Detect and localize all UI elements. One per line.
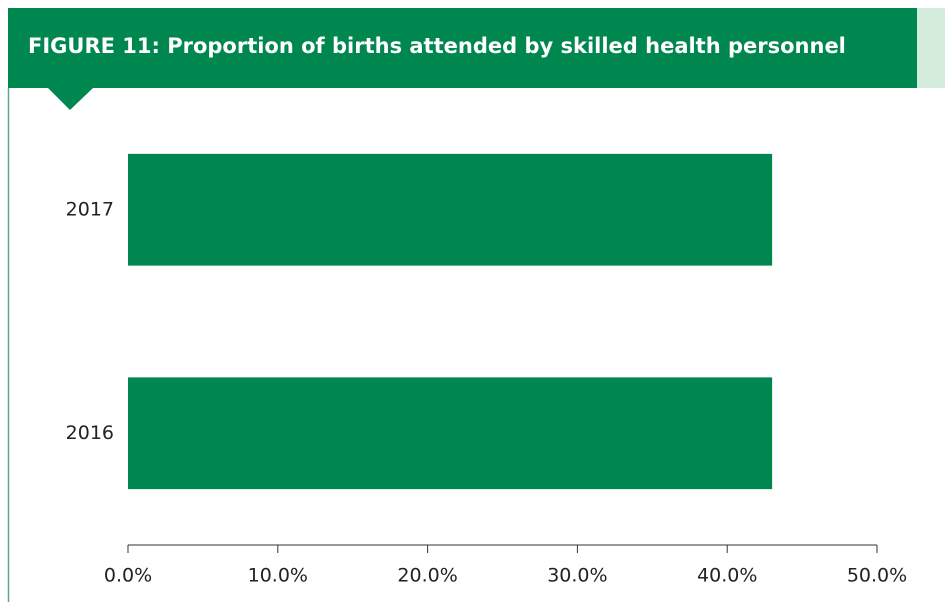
header xyxy=(8,8,917,88)
y-tick-label: 2017 xyxy=(66,198,114,220)
x-tick-label: 50.0% xyxy=(847,565,907,587)
header-pointer xyxy=(48,88,93,110)
header-accent xyxy=(917,8,945,88)
x-tick-label: 0.0% xyxy=(104,565,152,587)
x-tick-label: 20.0% xyxy=(397,565,457,587)
x-tick-label: 10.0% xyxy=(248,565,308,587)
x-tick-label: 40.0% xyxy=(697,565,757,587)
bar xyxy=(128,377,773,490)
y-tick-label: 2016 xyxy=(66,422,114,444)
bar xyxy=(128,153,773,266)
chart-title: FIGURE 11: Proportion of births attended… xyxy=(28,34,846,58)
x-tick-label: 30.0% xyxy=(547,565,607,587)
